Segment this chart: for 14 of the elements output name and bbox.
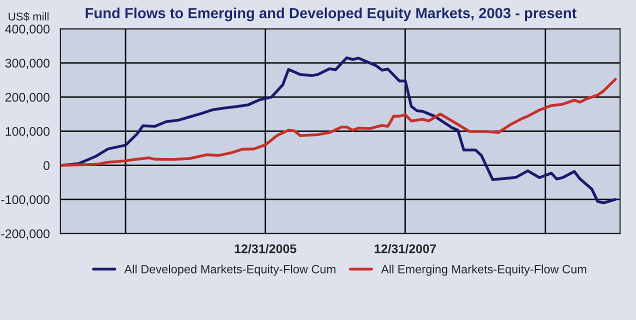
x-tick-label: 12/31/2005	[234, 244, 296, 254]
y-tick-label: -100,000	[1, 195, 50, 206]
y-axis-title: US$ mill	[8, 12, 48, 22]
y-tick-label: -200,000	[1, 229, 50, 240]
legend-label: All Emerging Markets-Equity-Flow Cum	[381, 264, 586, 276]
x-tick-label: 12/31/2007	[374, 244, 436, 254]
y-tick-label: 0	[44, 161, 50, 170]
y-tick-label: 200,000	[5, 92, 50, 104]
line-series	[60, 78, 617, 167]
y-tick-label: 300,000	[5, 58, 50, 70]
y-tick-label: 400,000	[5, 24, 50, 35]
legend-label: All Developed Markets-Equity-Flow Cum	[124, 264, 336, 276]
chart-title: Fund Flows to Emerging and Developed Equity Markets, 2003 - present	[86, 8, 576, 22]
y-tick-label: 100,000	[6, 127, 50, 138]
